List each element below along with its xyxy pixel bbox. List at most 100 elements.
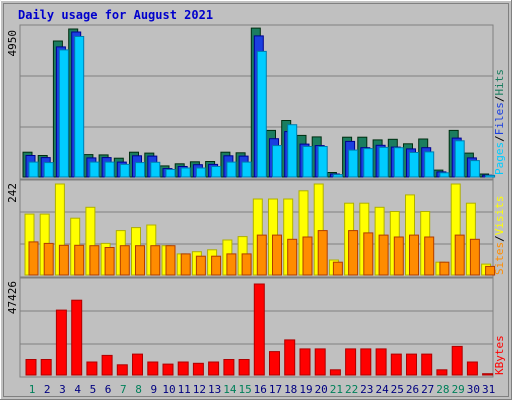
bar-kbytes-day-28 bbox=[436, 369, 448, 376]
bar-sites-day-18 bbox=[287, 238, 298, 276]
bar-kbytes-day-2 bbox=[40, 359, 52, 376]
x-axis-labels: 1 2 3 4 5 6 7 8 9 10 11 12 13 14 15 16 17 18 19 20 21 22 23 24 2… bbox=[29, 383, 496, 396]
bar-sites-day-8 bbox=[135, 245, 145, 276]
bar-sites-day-16 bbox=[256, 234, 267, 276]
legend-panel-2: Sites/Visits bbox=[493, 196, 506, 276]
x-tick-label-5: 5 bbox=[90, 383, 97, 396]
bar-sites-day-1 bbox=[28, 241, 39, 276]
bar-kbytes-day-27 bbox=[421, 353, 433, 376]
bar-sites-day-31 bbox=[485, 265, 496, 276]
bar-pages-day-2 bbox=[43, 162, 54, 178]
bar-pages-day-29 bbox=[454, 140, 465, 178]
bar-kbytes-day-13 bbox=[208, 361, 220, 376]
x-tick-label-23: 23 bbox=[360, 383, 373, 396]
bar-pages-day-7 bbox=[119, 163, 130, 178]
legend-panel-3: KBytes bbox=[493, 335, 506, 375]
bar-sites-day-21 bbox=[332, 261, 343, 276]
bar-kbytes-day-1 bbox=[25, 359, 37, 376]
x-tick-label-13: 13 bbox=[208, 383, 221, 396]
bar-pages-day-31 bbox=[485, 174, 496, 178]
legend-item-kbytes: KBytes bbox=[493, 335, 506, 375]
bar-sites-day-10 bbox=[165, 245, 176, 276]
x-tick-label-11: 11 bbox=[178, 383, 191, 396]
y-max-label-visits: 242 bbox=[6, 183, 19, 203]
x-tick-label-7: 7 bbox=[120, 383, 127, 396]
legend-item-sites: Sites bbox=[493, 242, 506, 275]
bar-kbytes-day-23 bbox=[360, 348, 372, 376]
bar-pages-day-5 bbox=[89, 161, 100, 178]
x-tick-label-9: 9 bbox=[150, 383, 157, 396]
bar-kbytes-day-14 bbox=[223, 359, 235, 376]
legend-item-hits: Hits bbox=[493, 69, 506, 96]
bar-kbytes-day-8 bbox=[132, 353, 143, 376]
bar-pages-day-25 bbox=[393, 147, 404, 178]
bar-kbytes-day-18 bbox=[284, 339, 296, 376]
x-tick-label-2: 2 bbox=[44, 383, 51, 396]
bar-sites-day-28 bbox=[439, 261, 450, 276]
bar-kbytes-day-22 bbox=[345, 348, 357, 376]
bar-sites-day-2 bbox=[43, 242, 54, 276]
bar-kbytes-day-21 bbox=[329, 369, 341, 376]
bar-sites-day-4 bbox=[74, 244, 85, 276]
bar-pages-day-1 bbox=[28, 161, 39, 178]
x-tick-label-28: 28 bbox=[436, 383, 449, 396]
bar-pages-day-8 bbox=[135, 162, 145, 178]
bar-sites-day-6 bbox=[104, 247, 115, 276]
x-tick-label-24: 24 bbox=[375, 383, 389, 396]
x-tick-label-20: 20 bbox=[315, 383, 328, 396]
bar-sites-day-24 bbox=[378, 234, 389, 276]
bar-kbytes-day-15 bbox=[238, 359, 250, 376]
bar-pages-day-22 bbox=[348, 149, 359, 178]
bar-sites-day-22 bbox=[348, 230, 359, 276]
x-tick-label-17: 17 bbox=[269, 383, 282, 396]
bar-kbytes-day-11 bbox=[177, 361, 189, 376]
x-tick-label-25: 25 bbox=[391, 383, 404, 396]
bar-pages-day-20 bbox=[317, 146, 328, 178]
legend-item-pages: Pages bbox=[493, 142, 506, 175]
bar-sites-day-23 bbox=[363, 232, 374, 276]
x-tick-label-31: 31 bbox=[482, 383, 495, 396]
bar-kbytes-day-6 bbox=[101, 354, 113, 376]
bar-kbytes-day-29 bbox=[451, 345, 463, 376]
bar-sites-day-3 bbox=[58, 244, 69, 276]
bar-sites-day-26 bbox=[409, 234, 419, 276]
bar-kbytes-day-19 bbox=[299, 348, 311, 376]
legend-separator: / bbox=[493, 235, 506, 242]
legend-separator: / bbox=[493, 135, 506, 142]
bar-sites-day-17 bbox=[272, 234, 282, 276]
x-tick-label-3: 3 bbox=[59, 383, 66, 396]
bar-kbytes-day-16 bbox=[253, 283, 265, 376]
x-tick-label-29: 29 bbox=[452, 383, 465, 396]
x-tick-label-21: 21 bbox=[330, 383, 343, 396]
x-tick-label-27: 27 bbox=[421, 383, 434, 396]
bar-pages-day-6 bbox=[104, 161, 115, 178]
bar-pages-day-23 bbox=[363, 148, 374, 178]
bar-kbytes-day-30 bbox=[466, 361, 478, 376]
bar-pages-day-24 bbox=[378, 146, 389, 178]
x-tick-label-6: 6 bbox=[105, 383, 112, 396]
bar-sites-day-19 bbox=[302, 236, 313, 276]
bar-kbytes-day-3 bbox=[55, 309, 67, 376]
bar-sites-day-15 bbox=[241, 253, 252, 276]
bar-pages-day-19 bbox=[302, 146, 313, 178]
bar-sites-day-12 bbox=[195, 255, 206, 276]
bar-kbytes-day-5 bbox=[86, 361, 98, 376]
bar-pages-day-11 bbox=[180, 167, 191, 178]
chart-title: Daily usage for August 2021 bbox=[18, 8, 214, 22]
bar-sites-day-30 bbox=[469, 238, 480, 276]
bar-kbytes-day-12 bbox=[192, 362, 204, 376]
bar-sites-day-27 bbox=[424, 236, 435, 276]
bar-sites-day-11 bbox=[180, 253, 191, 276]
bar-marks bbox=[22, 27, 496, 376]
bar-kbytes-day-24 bbox=[375, 348, 387, 376]
bar-pages-day-10 bbox=[165, 169, 176, 178]
bar-kbytes-day-7 bbox=[116, 364, 128, 376]
bar-pages-day-30 bbox=[469, 160, 480, 178]
bar-pages-day-3 bbox=[58, 49, 69, 178]
x-tick-label-18: 18 bbox=[284, 383, 297, 396]
bar-pages-day-28 bbox=[439, 172, 450, 178]
bar-kbytes-day-20 bbox=[314, 348, 326, 376]
x-tick-label-14: 14 bbox=[223, 383, 237, 396]
x-tick-label-4: 4 bbox=[74, 383, 81, 396]
